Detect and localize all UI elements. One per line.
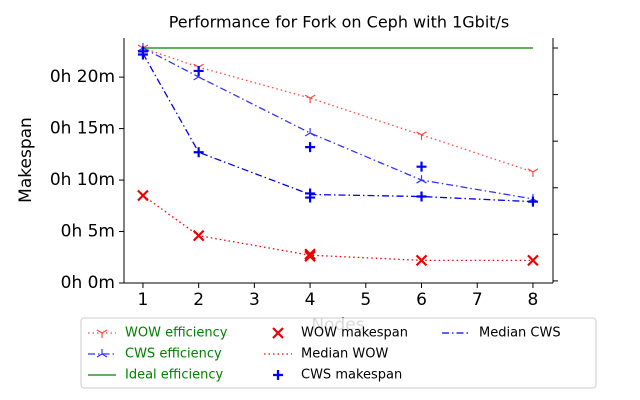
legend-label: Median CWS: [479, 326, 561, 341]
y-tick-label: 0h 15m: [50, 119, 115, 139]
y-tick-label: 0h 20m: [50, 67, 115, 87]
x-tick-label: 8: [528, 290, 539, 310]
data-point: [416, 175, 427, 184]
legend-marker: [273, 370, 283, 380]
x-tick-label: 7: [472, 290, 483, 310]
x-tick-label: 1: [138, 290, 149, 310]
x-tick-label: 5: [360, 290, 371, 310]
y-axis-label: Makespan: [16, 117, 36, 203]
x-tick-label: 4: [305, 290, 316, 310]
data-point: [193, 65, 204, 76]
legend-label: WOW efficiency: [125, 326, 228, 341]
legend-marker: [96, 329, 108, 338]
data-point: [416, 161, 427, 172]
legend-marker: [272, 327, 284, 339]
chart-title: Performance for Fork on Ceph with 1Gbit/…: [169, 13, 510, 32]
data-point: [193, 147, 204, 158]
data-point: [527, 254, 539, 267]
legend-label: CWS makespan: [301, 368, 402, 383]
data-point: [305, 142, 316, 153]
legend-label: Median WOW: [301, 347, 389, 362]
y-tick-label: 0h 10m: [50, 170, 115, 190]
legend-marker: [96, 349, 108, 358]
data-point: [304, 128, 316, 137]
legend-label: WOW makespan: [301, 326, 408, 341]
y-tick-label: 0h 5m: [61, 222, 115, 242]
legend: [80, 317, 597, 389]
data-point: [304, 248, 316, 260]
data-point: [527, 168, 539, 177]
x-tick-label: 2: [193, 290, 204, 310]
series-line: [142, 53, 533, 203]
legend-label: CWS efficiency: [125, 347, 222, 362]
data-point: [304, 94, 316, 104]
data-point: [416, 131, 427, 140]
series-line: [142, 194, 533, 262]
data-point: [304, 250, 316, 263]
legend-label: Ideal efficiency: [125, 368, 224, 383]
x-tick-label: 6: [416, 290, 427, 310]
x-tick-label: 3: [249, 290, 260, 310]
y-tick-label: 0h 0m: [61, 273, 115, 293]
